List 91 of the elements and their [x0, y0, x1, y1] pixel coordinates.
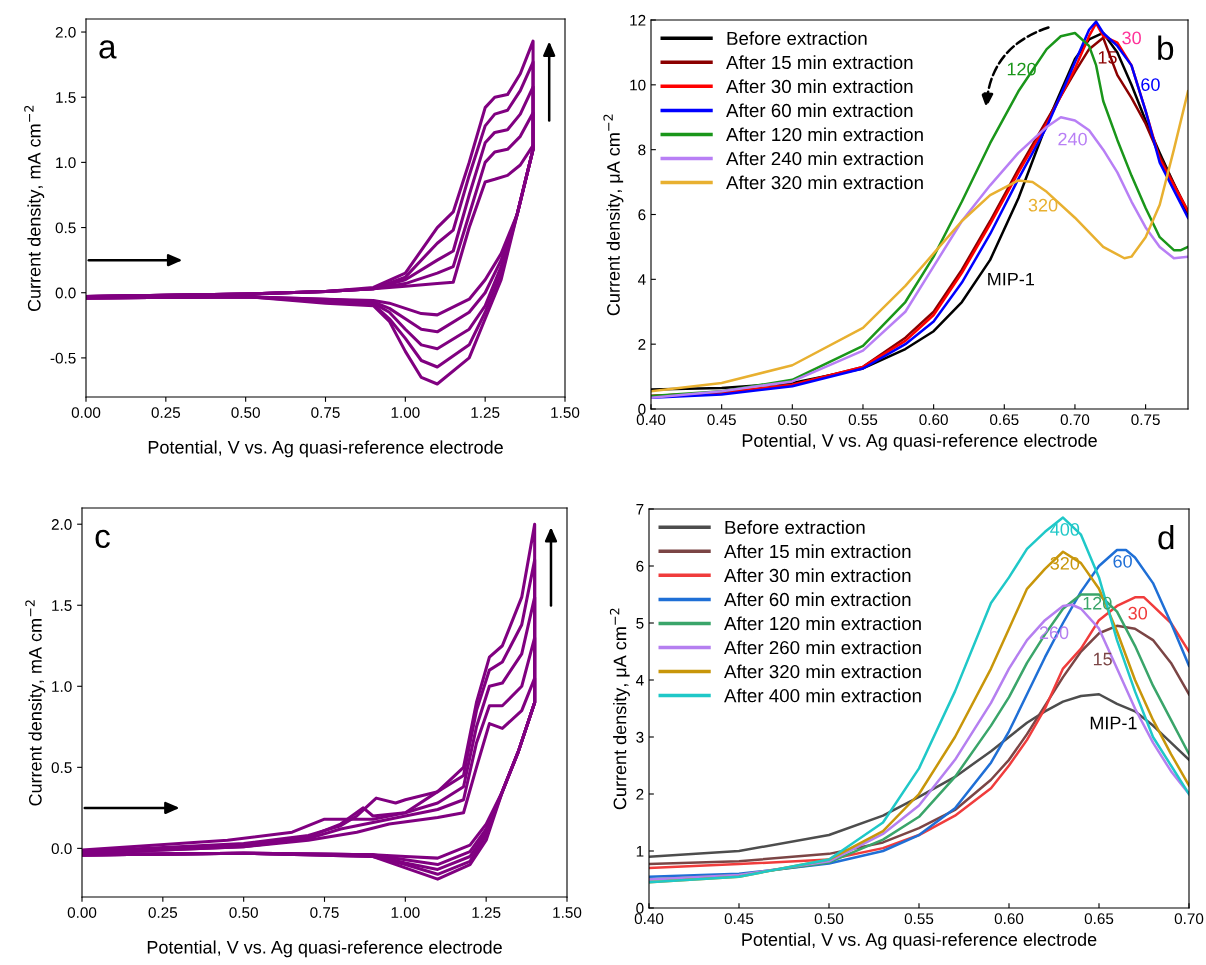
y-axis-title: Current density, μA cm$^{−2}$ [603, 114, 624, 316]
x-tick-label: 0.60 [994, 913, 1024, 925]
legend-label: After 320 min extraction [726, 175, 923, 190]
x-tick-label: 0.45 [707, 414, 736, 426]
x-tick-label: 1.00 [391, 907, 420, 918]
x-tick-label: 0.65 [1084, 913, 1114, 925]
y-tick-label: 0.0 [51, 843, 72, 855]
y-tick-label: 0 [636, 902, 644, 914]
x-tick-label: 0.75 [1131, 414, 1160, 426]
x-tick-label: 0.75 [310, 907, 339, 918]
y-tick-label: 1.5 [52, 600, 72, 611]
y-tick-label: 1 [636, 846, 644, 857]
y-tick-label: 4 [637, 274, 646, 285]
annotation: 320 [1028, 198, 1058, 212]
legend-label: After 30 min extraction [726, 79, 913, 94]
legend-label: After 60 min extraction [726, 103, 913, 118]
y-tick-label: 6 [636, 560, 644, 572]
x-axis-title: Potential, V vs. Ag quasi-reference electrode [742, 932, 1097, 950]
annotation: 60 [1113, 554, 1132, 568]
y-tick-label: 4 [635, 675, 644, 686]
x-tick-label: 0.00 [71, 407, 101, 418]
legend-label: After 400 min extraction [724, 688, 921, 703]
y-tick-label: -0.5 [50, 352, 76, 364]
annotation: 240 [1058, 132, 1087, 146]
x-tick-label: 0.25 [148, 907, 178, 918]
y-axis-title: Current density, μA cm$^{−2}$ [609, 608, 630, 810]
annotation: 30 [1128, 606, 1148, 620]
chart-title: c [95, 529, 110, 549]
x-tick-label: 0.50 [231, 407, 260, 418]
y-tick-label: 5 [636, 618, 644, 629]
chart-title: d [1158, 524, 1174, 550]
x-axis-title: Potential, V vs. Ag quasi-reference electrode [147, 940, 502, 958]
y-tick-label: 2 [636, 788, 644, 800]
legend-label: After 15 min extraction [724, 544, 911, 559]
x-tick-label: 0.25 [151, 407, 181, 418]
y-tick-label: 1.5 [56, 92, 76, 103]
y-axis-title: Current density, mA cm$^{−2}$ [24, 105, 45, 312]
x-axis-title: Potential, V vs. Ag quasi-reference electrode [148, 440, 503, 458]
legend-label: After 120 min extraction [726, 127, 923, 142]
chart-title: b [1158, 35, 1174, 61]
legend-label: Before extraction [727, 31, 867, 46]
x-tick-label: 0.65 [990, 414, 1019, 426]
x-tick-label: 1.50 [551, 407, 580, 418]
y-tick-label: 1.0 [52, 681, 72, 692]
y-tick-label: 1.0 [56, 157, 76, 169]
legend-label: Before extraction [725, 520, 865, 535]
x-tick-label: 0.50 [814, 913, 844, 925]
y-axis-title: Current density, mA cm$^{−2}$ [25, 600, 46, 806]
x-tick-label: 0.40 [636, 414, 666, 426]
x-tick-label: 0.70 [1174, 913, 1204, 925]
legend-label: After 15 min extraction [726, 55, 913, 70]
y-tick-label: 8 [638, 144, 646, 156]
y-tick-label: 7 [636, 504, 644, 515]
x-tick-label: 0.70 [1060, 414, 1090, 426]
x-tick-label: 0.55 [904, 913, 934, 925]
x-tick-label: 0.40 [634, 913, 664, 925]
y-tick-label: 3 [636, 731, 644, 743]
x-tick-label: 1.50 [553, 907, 582, 918]
y-tick-label: 0.5 [55, 222, 76, 234]
chart-title: a [99, 40, 117, 59]
x-tick-label: 0.00 [67, 907, 97, 918]
legend-label: After 320 min extraction [724, 664, 921, 679]
legend-label: After 260 min extraction [724, 640, 921, 655]
x-tick-label: 0.45 [724, 913, 754, 925]
legend-label: After 60 min extraction [724, 592, 911, 607]
y-tick-label: 12 [630, 14, 646, 26]
y-tick-label: 2 [638, 339, 646, 350]
x-tick-label: 1.25 [472, 907, 501, 918]
y-tick-label: 2.0 [55, 26, 76, 38]
x-tick-label: 1.00 [391, 407, 420, 418]
x-tick-label: 1.25 [471, 407, 500, 418]
x-axis-title: Potential, V vs. Ag quasi-reference electrode [742, 433, 1097, 451]
annotation: 30 [1122, 31, 1141, 45]
annotation: MIP-1 [988, 272, 1034, 286]
x-tick-label: 0.50 [229, 907, 258, 918]
legend-label: After 240 min extraction [726, 151, 923, 166]
y-tick-label: 0 [638, 403, 646, 415]
x-tick-label: 0.55 [848, 414, 878, 426]
legend-label: After 30 min extraction [724, 568, 911, 583]
y-tick-label: 2.0 [51, 519, 72, 530]
annotation: 15 [1093, 652, 1112, 666]
x-tick-label: 0.75 [311, 407, 340, 418]
x-tick-label: 0.60 [919, 414, 948, 426]
y-tick-label: 6 [638, 209, 646, 221]
y-tick-label: 10 [630, 79, 646, 91]
annotation: 60 [1141, 78, 1160, 91]
y-tick-label: 0.5 [51, 762, 72, 774]
legend-label: After 120 min extraction [724, 616, 921, 631]
annotation: MIP-1 [1090, 716, 1137, 730]
y-tick-label: 0.0 [55, 287, 76, 299]
x-tick-label: 0.50 [778, 414, 807, 426]
